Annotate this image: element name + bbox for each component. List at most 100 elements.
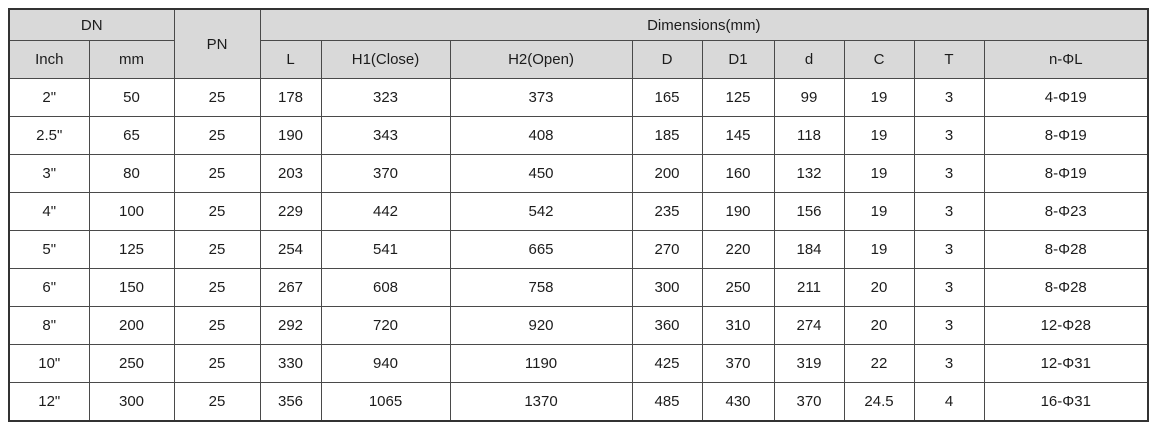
table-row: 6" 150 25 267 608 758 300 250 211 20 3 8-Φ28 <box>8 268 1149 307</box>
table-cell: 19 <box>843 230 915 269</box>
table-cell: 8" <box>8 306 90 345</box>
table-cell: 184 <box>773 230 845 269</box>
table-cell: 541 <box>320 230 451 269</box>
table-cell: 25 <box>173 116 261 155</box>
table-cell: 408 <box>449 116 633 155</box>
table-cell: 4-Φ19 <box>983 78 1149 117</box>
table-cell: 165 <box>631 78 703 117</box>
table-cell: 10" <box>8 344 90 383</box>
table-cell: 360 <box>631 306 703 345</box>
table-cell: 3 <box>913 116 985 155</box>
table-cell: 20 <box>843 268 915 307</box>
table-cell: 373 <box>449 78 633 117</box>
table-row: 5" 125 25 254 541 665 270 220 184 19 3 8-Φ28 <box>8 230 1149 269</box>
table-cell: 1065 <box>320 382 451 422</box>
table-cell: 178 <box>259 78 322 117</box>
table-cell: 100 <box>88 192 175 231</box>
table-cell: 370 <box>773 382 845 422</box>
table-cell: 3 <box>913 268 985 307</box>
table-cell: 125 <box>701 78 775 117</box>
table-cell: 3 <box>913 78 985 117</box>
table-cell: 758 <box>449 268 633 307</box>
table-cell: 25 <box>173 230 261 269</box>
table-cell: 99 <box>773 78 845 117</box>
table-cell: 203 <box>259 154 322 193</box>
table-cell: 156 <box>773 192 845 231</box>
table-cell: 1370 <box>449 382 633 422</box>
header-dn: DN <box>8 8 175 41</box>
table-body: 2" 50 25 178 323 373 165 125 99 19 3 4-Φ19 2.5" 65 25 1… <box>8 78 1149 422</box>
table-cell: 250 <box>88 344 175 383</box>
table-cell: 190 <box>701 192 775 231</box>
table-cell: 211 <box>773 268 845 307</box>
table-cell: 1190 <box>449 344 633 383</box>
header-dimensions: Dimensions(mm) <box>259 8 1149 41</box>
table-cell: 190 <box>259 116 322 155</box>
header-c: C <box>843 40 915 79</box>
table-cell: 12-Φ28 <box>983 306 1149 345</box>
table-cell: 920 <box>449 306 633 345</box>
table-cell: 6" <box>8 268 90 307</box>
table-row: 12" 300 25 356 1065 1370 485 430 370 24.5 4 16-Φ31 <box>8 382 1149 422</box>
table-cell: 22 <box>843 344 915 383</box>
table-cell: 8-Φ23 <box>983 192 1149 231</box>
table-cell: 356 <box>259 382 322 422</box>
header-d-upper: D <box>631 40 703 79</box>
table-row: 10" 250 25 330 940 1190 425 370 319 22 3 12-Φ31 <box>8 344 1149 383</box>
header-d-lower: d <box>773 40 845 79</box>
valve-dimensions-table: DN PN Dimensions(mm) Inch mm L H1(Close)… <box>8 8 1150 422</box>
table-cell: 19 <box>843 78 915 117</box>
table-row: 2.5" 65 25 190 343 408 185 145 118 19 3 8-Φ19 <box>8 116 1149 155</box>
table-row: 4" 100 25 229 442 542 235 190 156 19 3 8-Φ23 <box>8 192 1149 231</box>
table-cell: 2.5" <box>8 116 90 155</box>
header-l: L <box>259 40 322 79</box>
table-cell: 8-Φ19 <box>983 116 1149 155</box>
table-cell: 608 <box>320 268 451 307</box>
table-cell: 8-Φ19 <box>983 154 1149 193</box>
table-cell: 25 <box>173 154 261 193</box>
table-cell: 3 <box>913 306 985 345</box>
table-cell: 5" <box>8 230 90 269</box>
header-h2-open: H2(Open) <box>449 40 633 79</box>
table-cell: 19 <box>843 192 915 231</box>
header-mm: mm <box>88 40 175 79</box>
table-cell: 310 <box>701 306 775 345</box>
table-cell: 3 <box>913 192 985 231</box>
table-cell: 319 <box>773 344 845 383</box>
table-cell: 80 <box>88 154 175 193</box>
table-cell: 145 <box>701 116 775 155</box>
table-cell: 270 <box>631 230 703 269</box>
table-cell: 4" <box>8 192 90 231</box>
table-cell: 200 <box>631 154 703 193</box>
header-t: T <box>913 40 985 79</box>
table-cell: 8-Φ28 <box>983 268 1149 307</box>
table-header: DN PN Dimensions(mm) Inch mm L H1(Close)… <box>8 8 1149 79</box>
table-cell: 125 <box>88 230 175 269</box>
table-cell: 300 <box>631 268 703 307</box>
header-inch: Inch <box>8 40 90 79</box>
table-cell: 16-Φ31 <box>983 382 1149 422</box>
table-cell: 160 <box>701 154 775 193</box>
header-h1-close: H1(Close) <box>320 40 451 79</box>
table-cell: 274 <box>773 306 845 345</box>
table-cell: 2" <box>8 78 90 117</box>
table-cell: 4 <box>913 382 985 422</box>
table-cell: 940 <box>320 344 451 383</box>
table-cell: 3 <box>913 230 985 269</box>
table-cell: 323 <box>320 78 451 117</box>
table-cell: 12-Φ31 <box>983 344 1149 383</box>
table-row: 3" 80 25 203 370 450 200 160 132 19 3 8-Φ19 <box>8 154 1149 193</box>
table-cell: 665 <box>449 230 633 269</box>
table-row: 2" 50 25 178 323 373 165 125 99 19 3 4-Φ19 <box>8 78 1149 117</box>
header-group-row: DN PN Dimensions(mm) <box>8 8 1149 79</box>
table-cell: 132 <box>773 154 845 193</box>
table-cell: 25 <box>173 192 261 231</box>
table-cell: 370 <box>701 344 775 383</box>
table-cell: 25 <box>173 78 261 117</box>
table-cell: 25 <box>173 268 261 307</box>
table-cell: 20 <box>843 306 915 345</box>
table-cell: 50 <box>88 78 175 117</box>
table-cell: 425 <box>631 344 703 383</box>
table-cell: 235 <box>631 192 703 231</box>
table-cell: 200 <box>88 306 175 345</box>
